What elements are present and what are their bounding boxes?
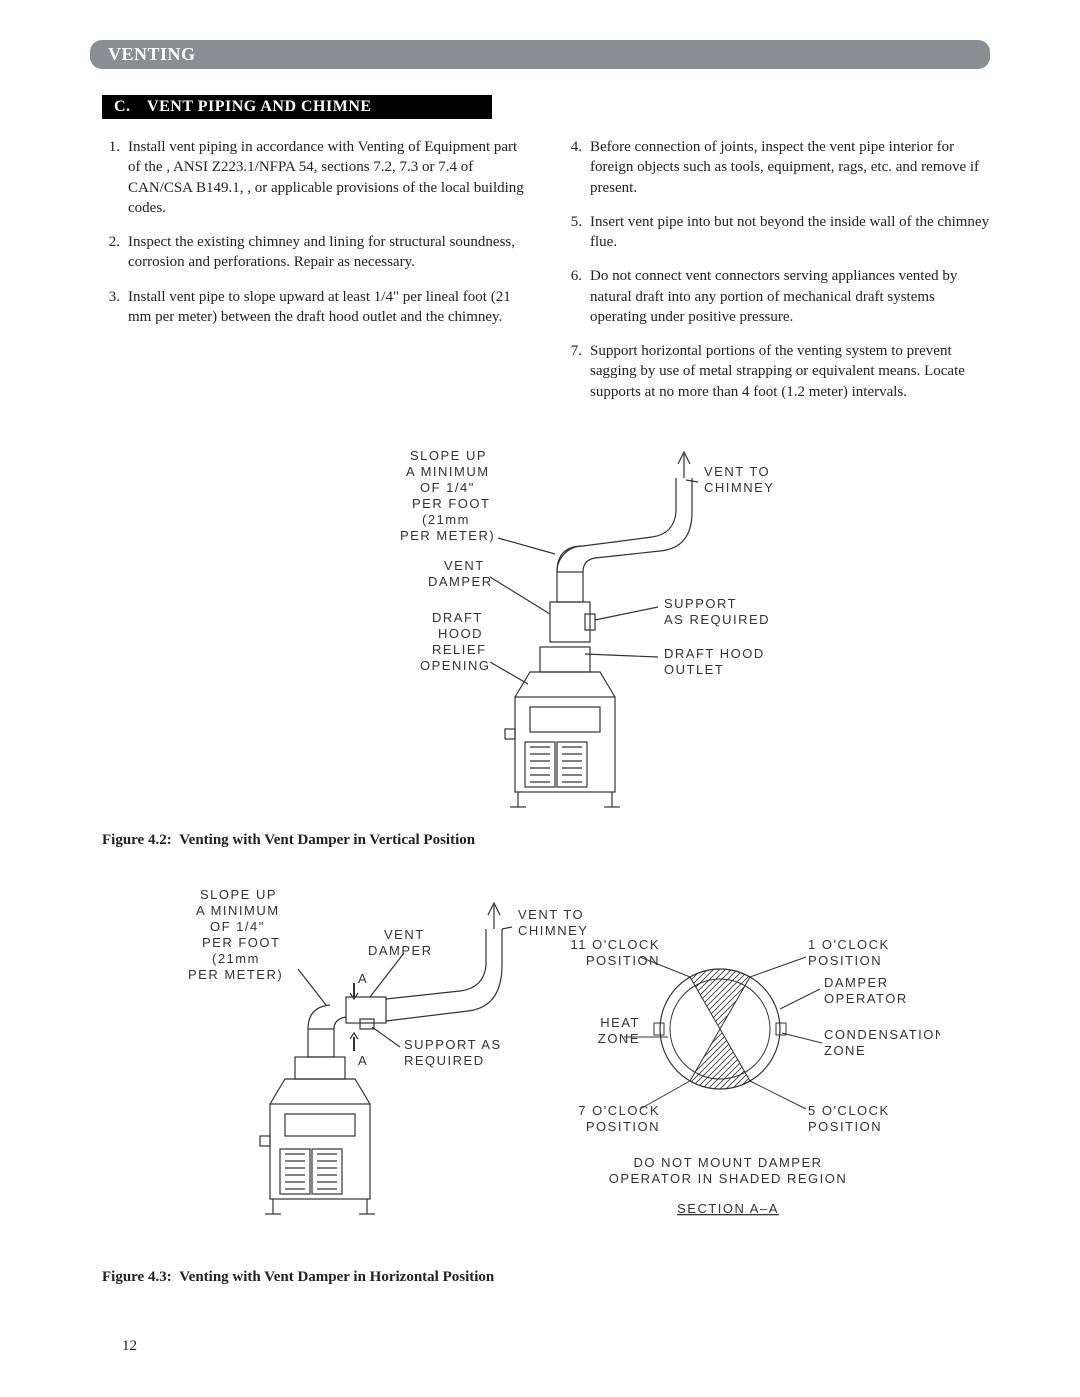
item-number: 7. (564, 341, 590, 402)
label-vent-damper: VENTDAMPER (428, 558, 493, 589)
label-support-2: SUPPORT ASREQUIRED (404, 1037, 502, 1068)
label-draft-hood-outlet: DRAFT HOODOUTLET (664, 646, 765, 677)
label-5oclock: 5 O'CLOCKPOSITION (808, 1103, 890, 1134)
list-item: 6. Do not connect vent connectors servin… (564, 266, 990, 327)
label-support: SUPPORTAS REQUIRED (664, 596, 770, 627)
label-a-bot: A (358, 1053, 368, 1068)
list-item: 7. Support horizontal portions of the ve… (564, 341, 990, 402)
label-vent-chimney-2: VENT TOCHIMNEY (518, 907, 588, 938)
label-slope: SLOPE UP A MINIMUM OF 1/4" PER FOOT (21m… (400, 448, 495, 543)
label-draft-hood-relief: DRAFTHOODRELIEFOPENING (420, 610, 490, 673)
item-text: Insert vent pipe into but not beyond the… (590, 212, 990, 253)
item-text: Do not connect vent connectors serving a… (590, 266, 990, 327)
diagram-4-3: SLOPE UPA MINIMUMOF 1/4"PER FOOT(21mmPER… (140, 879, 940, 1259)
label-heat-zone: HEATZONE (598, 1015, 640, 1046)
diagram-4-2: SLOPE UP A MINIMUM OF 1/4" PER FOOT (21m… (260, 442, 820, 822)
label-11oclock: 11 O'CLOCKPOSITION (571, 937, 661, 968)
list-item: 1. Install vent piping in accordance wit… (102, 137, 528, 218)
section-header: VENTING (90, 40, 990, 69)
label-section: SECTION A–A (677, 1201, 779, 1216)
figure-caption-4-2: Figure 4.2: Venting with Vent Damper in … (102, 832, 990, 849)
left-column: 1. Install vent piping in accordance wit… (102, 137, 528, 416)
item-number: 4. (564, 137, 590, 198)
item-number: 2. (102, 232, 128, 273)
list-item: 3. Install vent pipe to slope upward at … (102, 287, 528, 328)
item-text: Before connection of joints, inspect the… (590, 137, 990, 198)
item-number: 3. (102, 287, 128, 328)
label-7oclock: 7 O'CLOCKPOSITION (578, 1103, 660, 1134)
item-text: Install vent piping in accordance with V… (128, 137, 528, 218)
item-text: Inspect the existing chimney and lining … (128, 232, 528, 273)
page-number: 12 (122, 1338, 137, 1355)
list-item: 4. Before connection of joints, inspect … (564, 137, 990, 198)
label-vent-to-chimney: VENT TOCHIMNEY (704, 464, 774, 495)
label-damper-operator: DAMPEROPERATOR (824, 975, 908, 1006)
label-no-mount: DO NOT MOUNT DAMPEROPERATOR IN SHADED RE… (609, 1155, 848, 1186)
label-condensation: CONDENSATIONZONE (824, 1027, 940, 1058)
item-number: 6. (564, 266, 590, 327)
item-number: 1. (102, 137, 128, 218)
item-number: 5. (564, 212, 590, 253)
label-1oclock: 1 O'CLOCKPOSITION (808, 937, 890, 968)
figure-4-2: SLOPE UP A MINIMUM OF 1/4" PER FOOT (21m… (90, 442, 990, 849)
label-slope-2: SLOPE UPA MINIMUMOF 1/4"PER FOOT(21mmPER… (188, 887, 283, 982)
label-a-top: A (358, 971, 368, 986)
content-columns: 1. Install vent piping in accordance wit… (102, 137, 990, 416)
item-text: Support horizontal portions of the venti… (590, 341, 990, 402)
item-text: Install vent pipe to slope upward at lea… (128, 287, 528, 328)
right-column: 4. Before connection of joints, inspect … (564, 137, 990, 416)
figure-4-3: SLOPE UPA MINIMUMOF 1/4"PER FOOT(21mmPER… (90, 879, 990, 1286)
list-item: 5. Insert vent pipe into but not beyond … (564, 212, 990, 253)
subsection-header: C. VENT PIPING AND CHIMNE (102, 95, 492, 119)
label-vent-damper-2: VENTDAMPER (368, 927, 433, 958)
figure-caption-4-3: Figure 4.3: Venting with Vent Damper in … (102, 1269, 990, 1286)
list-item: 2. Inspect the existing chimney and lini… (102, 232, 528, 273)
